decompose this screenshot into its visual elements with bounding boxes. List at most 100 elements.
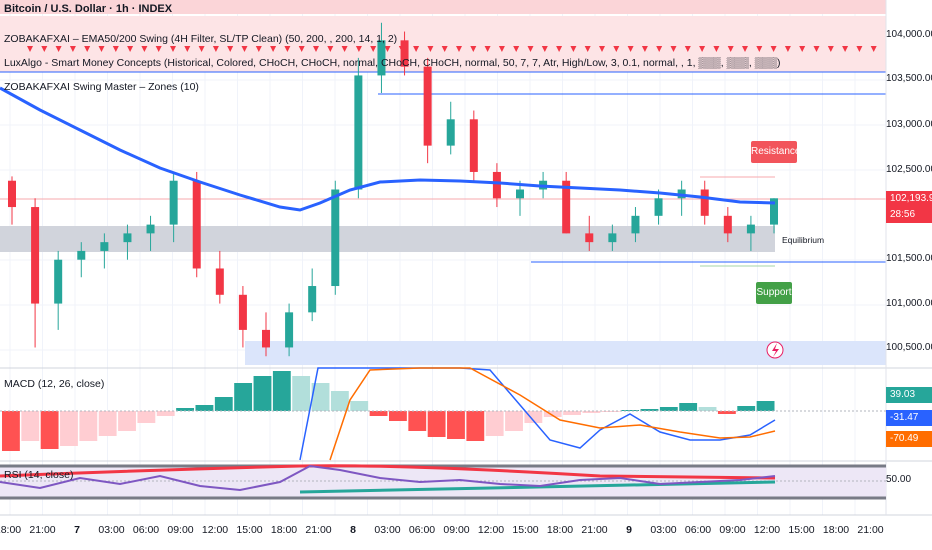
- signal-marker: [742, 46, 748, 52]
- macd-histogram-bar: [543, 411, 562, 417]
- candle-body: [400, 40, 409, 67]
- signal-marker: [770, 46, 777, 52]
- signal-marker: [856, 46, 863, 52]
- symbol-title[interactable]: Bitcoin / U.S. Dollar · 1h · INDEX: [4, 3, 173, 15]
- macd-histogram-bar: [156, 411, 175, 416]
- signal-marker: [813, 46, 820, 52]
- time-tick: 7: [74, 524, 80, 536]
- rsi-line: [0, 464, 776, 492]
- time-tick: 09:00: [443, 524, 470, 536]
- time-tick: 18:00: [0, 524, 22, 536]
- candle-body: [238, 294, 247, 330]
- price-tick: 104,000.00: [886, 29, 932, 40]
- signal-marker: [627, 46, 634, 52]
- candle-body: [215, 268, 224, 295]
- indicator-legend-ema[interactable]: ZOBAKAFXAI – EMA50/200 Swing (4H Filter,…: [4, 33, 398, 45]
- ema-line: [0, 86, 776, 212]
- signal-marker: [327, 46, 334, 52]
- equilibrium-label: Equilibrium: [782, 235, 825, 245]
- candle-body: [262, 329, 270, 348]
- signal-marker: [498, 46, 505, 52]
- signal-marker: [27, 46, 33, 52]
- signal-line-value: -70.49: [886, 431, 932, 447]
- support-callout: Support: [756, 282, 792, 304]
- signal-marker: [684, 46, 691, 52]
- candle-body: [8, 180, 16, 208]
- signal-marker: [713, 46, 720, 52]
- price-tick: 103,500.00: [886, 73, 932, 84]
- indicator-legend-smc[interactable]: LuxAlgo - Smart Money Concepts (Historic…: [4, 57, 781, 69]
- macd-histogram-bar: [2, 411, 20, 451]
- signal-marker: [270, 46, 277, 52]
- candle-body: [469, 119, 478, 172]
- signal-marker: [212, 46, 219, 52]
- macd-histogram-bar: [195, 405, 214, 411]
- price-tick: 101,000.00: [886, 298, 932, 309]
- macd-histogram-bar: [524, 411, 543, 423]
- signal-marker: [184, 46, 191, 52]
- candle-body: [446, 119, 455, 146]
- signal-marker: [313, 46, 319, 52]
- signal-marker: [456, 46, 462, 52]
- signal-marker: [870, 46, 877, 52]
- time-tick: 21:00: [857, 524, 884, 536]
- resistance-callout: Resistance: [751, 141, 800, 163]
- macd-histogram-bar: [447, 411, 465, 439]
- time-tick: 18:00: [822, 524, 850, 536]
- indicator-legend-zones[interactable]: ZOBAKAFXAI Swing Master – Zones (10): [4, 81, 199, 93]
- candle-body: [77, 250, 86, 260]
- signal-marker: [55, 46, 62, 52]
- current-price-badge: 102,193.98: [886, 191, 932, 207]
- macd-histogram-bar: [737, 406, 756, 411]
- signal-marker: [127, 46, 134, 52]
- signal-marker: [613, 46, 620, 52]
- candle-body: [423, 66, 432, 146]
- signal-marker: [255, 46, 262, 52]
- signal-marker: [842, 46, 849, 52]
- macd-histogram-bar: [640, 409, 659, 411]
- signal-marker: [241, 46, 248, 52]
- macd-histogram-bar: [698, 407, 717, 411]
- rsi-trend-line: [299, 480, 776, 494]
- candle-body: [608, 233, 617, 243]
- candle-body: [331, 189, 340, 287]
- candle-body: [308, 286, 317, 313]
- signal-marker: [513, 46, 520, 52]
- signal-marker: [656, 46, 663, 52]
- time-tick: 03:00: [98, 524, 125, 536]
- signal-marker: [155, 46, 162, 52]
- time-tick: 21:00: [305, 524, 332, 536]
- candle-body: [100, 242, 109, 251]
- signal-marker: [541, 46, 548, 52]
- candle-body: [585, 233, 594, 243]
- signal-marker: [584, 46, 591, 52]
- rsi-level-label: 50.00: [886, 474, 912, 485]
- signal-marker: [298, 46, 305, 52]
- macd-histogram-bar: [679, 403, 698, 411]
- macd-histogram-bar: [40, 411, 59, 449]
- demand-zone: [245, 341, 886, 365]
- macd-histogram-bar: [427, 411, 446, 437]
- time-tick: 21:00: [29, 524, 56, 536]
- macd-histogram-bar: [176, 408, 194, 411]
- macd-pane-title[interactable]: MACD (12, 26, close): [4, 378, 105, 390]
- signal-marker: [112, 46, 119, 52]
- candle-body: [54, 259, 63, 304]
- macd-histogram-bar: [79, 411, 98, 441]
- candle-body: [631, 215, 640, 234]
- macd-histogram-bar: [717, 411, 736, 414]
- macd-histogram-bar: [21, 411, 40, 441]
- candle-body: [654, 198, 663, 216]
- signal-marker: [370, 46, 377, 52]
- macd-line-value: -31.47: [886, 410, 932, 426]
- signal-marker: [69, 46, 76, 52]
- time-tick: 18:00: [270, 524, 298, 536]
- signal-marker: [427, 46, 434, 52]
- signal-marker: [827, 46, 834, 52]
- time-tick: 09:00: [167, 524, 194, 536]
- macd-histogram-bar: [659, 407, 678, 411]
- rsi-pane-title[interactable]: RSI (14, close): [4, 469, 74, 481]
- candle-body: [723, 215, 732, 234]
- time-tick: 06:00: [132, 524, 160, 536]
